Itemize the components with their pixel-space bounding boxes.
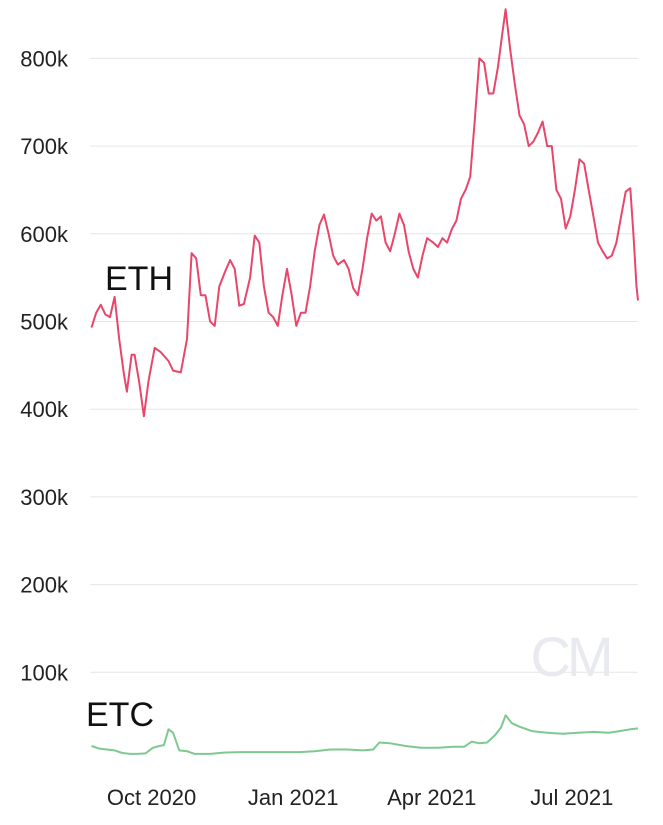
y-tick-label: 700k bbox=[20, 134, 69, 159]
y-tick-label: 300k bbox=[20, 485, 69, 510]
watermark: CM bbox=[530, 625, 613, 688]
y-tick-label: 400k bbox=[20, 397, 69, 422]
y-tick-label: 800k bbox=[20, 46, 69, 71]
y-tick-label: 600k bbox=[20, 222, 69, 247]
y-tick-label: 100k bbox=[20, 660, 69, 685]
x-tick-label: Jul 2021 bbox=[530, 785, 613, 810]
cm-watermark-logo: CM bbox=[530, 625, 609, 688]
series-line-eth bbox=[90, 8, 639, 418]
x-axis: Oct 2020 Jan 2021 Apr 2021 Jul 2021 bbox=[107, 785, 613, 810]
x-tick-label: Oct 2020 bbox=[107, 785, 196, 810]
y-tick-label: 200k bbox=[20, 573, 69, 598]
gridlines bbox=[90, 57, 638, 673]
series-labels: ETH ETC bbox=[86, 260, 173, 734]
series-label-etc: ETC bbox=[86, 696, 154, 734]
x-tick-label: Apr 2021 bbox=[387, 785, 476, 810]
series-lines bbox=[90, 8, 639, 755]
y-axis: 100k 200k 300k 400k 500k 600k 700k 800k bbox=[20, 46, 69, 685]
y-tick-label: 500k bbox=[20, 310, 69, 335]
series-label-eth: ETH bbox=[105, 260, 173, 298]
x-tick-label: Jan 2021 bbox=[248, 785, 339, 810]
series-line-etc bbox=[91, 714, 639, 755]
